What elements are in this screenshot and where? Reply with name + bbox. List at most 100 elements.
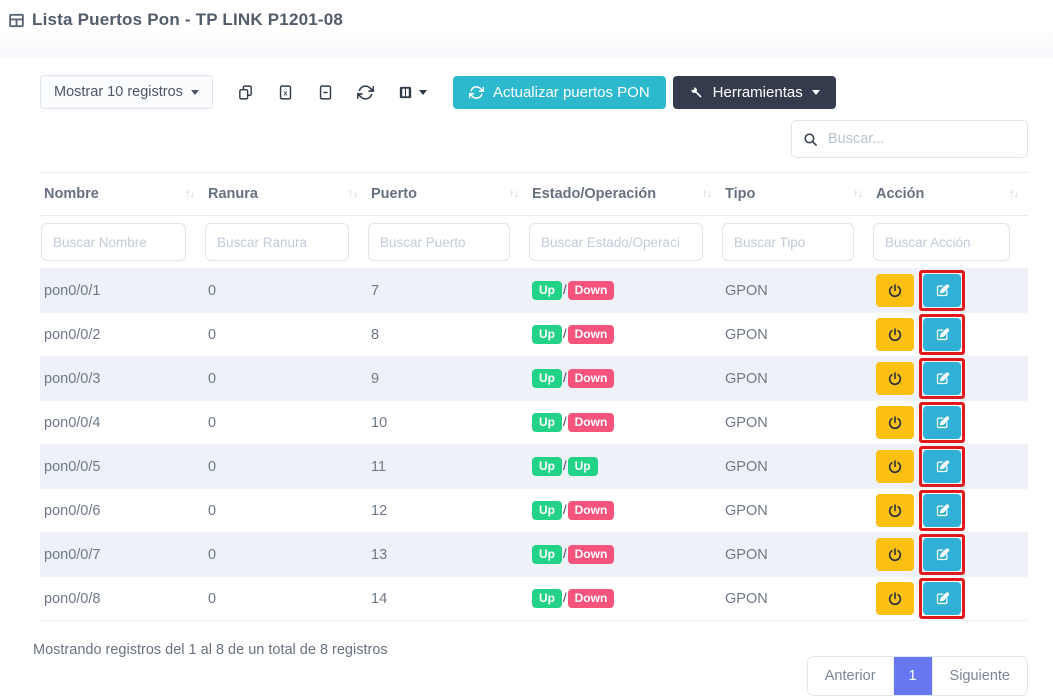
power-icon — [888, 503, 902, 517]
edit-icon — [936, 548, 949, 561]
power-button[interactable] — [876, 582, 914, 615]
edit-button[interactable] — [923, 450, 961, 483]
filter-nombre-input[interactable] — [41, 223, 186, 261]
state-separator: / — [563, 458, 567, 473]
columns-icon — [399, 86, 412, 98]
column-header-accion[interactable]: Acción ↑↓ — [872, 172, 1028, 216]
column-header-nombre[interactable]: Nombre ↑↓ — [40, 172, 204, 216]
cell-tipo: GPON — [725, 370, 768, 387]
admin-state-badge: Up — [532, 457, 562, 476]
edit-button[interactable] — [923, 538, 961, 571]
cell-tipo: GPON — [725, 282, 768, 299]
cell-nombre: pon0/0/6 — [44, 502, 101, 519]
cell-nombre: pon0/0/5 — [44, 458, 101, 475]
cell-tipo: GPON — [725, 458, 768, 475]
column-header-estado[interactable]: Estado/Operación ↑↓ — [528, 172, 721, 216]
power-icon — [888, 459, 902, 473]
filter-tipo-input[interactable] — [722, 223, 854, 261]
copy-button[interactable] — [237, 84, 254, 101]
column-header-ranura[interactable]: Ranura ↑↓ — [204, 172, 367, 216]
edit-button[interactable] — [923, 274, 961, 307]
state-separator: / — [563, 282, 567, 297]
column-header-tipo[interactable]: Tipo ↑↓ — [721, 172, 872, 216]
cell-estado: Up / Down — [528, 577, 721, 621]
power-icon — [888, 327, 902, 341]
pagination-previous-button[interactable]: Anterior — [807, 657, 894, 695]
table-row: pon0/0/3 0 9 Up / Down GPON — [40, 356, 1028, 401]
sort-icon: ↑↓ — [509, 188, 519, 200]
edit-button[interactable] — [923, 494, 961, 527]
edit-button[interactable] — [923, 406, 961, 439]
sort-icon: ↑↓ — [1009, 188, 1019, 200]
pagination: Anterior 1 Siguiente — [806, 656, 1028, 696]
column-visibility-button[interactable] — [397, 84, 427, 101]
power-button[interactable] — [876, 450, 914, 483]
column-header-puerto[interactable]: Puerto ↑↓ — [367, 172, 528, 216]
state-separator: / — [563, 590, 567, 605]
oper-state-badge: Down — [567, 589, 615, 608]
search-input[interactable] — [828, 131, 1017, 147]
pon-ports-table: Nombre ↑↓ Ranura ↑↓ Puerto ↑↓ Estado/Operac… — [40, 172, 1028, 621]
power-button[interactable] — [876, 406, 914, 439]
export-icon-group: x — [237, 84, 427, 101]
cell-puerto: 12 — [371, 502, 388, 519]
edit-button[interactable] — [923, 318, 961, 351]
admin-state-badge: Up — [532, 281, 562, 300]
update-pon-ports-button[interactable]: Actualizar puertos PON — [452, 75, 666, 109]
reload-table-button[interactable] — [356, 84, 374, 101]
power-button[interactable] — [876, 318, 914, 351]
filter-estado-input[interactable] — [529, 223, 703, 261]
oper-state-badge: Down — [567, 501, 615, 520]
filter-accion-input[interactable] — [873, 223, 1010, 261]
edit-button[interactable] — [923, 362, 961, 395]
page-title: Lista Puertos Pon - TP LINK P1201-08 — [32, 10, 344, 29]
cell-accion — [872, 269, 1028, 313]
state-separator: / — [563, 326, 567, 341]
cell-ranura: 0 — [208, 370, 217, 387]
cell-puerto: 10 — [371, 414, 388, 431]
filter-puerto-input[interactable] — [368, 223, 510, 261]
chevron-down-icon — [811, 89, 820, 95]
power-icon — [888, 371, 902, 385]
cell-ranura: 0 — [208, 282, 217, 299]
edit-icon — [936, 284, 949, 297]
cell-ranura: 0 — [208, 590, 217, 607]
oper-state-badge: Down — [567, 281, 615, 300]
admin-state-badge: Up — [532, 501, 562, 520]
oper-state-badge: Down — [567, 545, 615, 564]
power-icon — [888, 591, 902, 605]
copy-icon — [239, 84, 252, 100]
power-icon — [888, 547, 902, 561]
cell-nombre: pon0/0/2 — [44, 326, 101, 343]
length-menu-button[interactable]: Mostrar 10 registros — [40, 75, 213, 109]
cell-ranura: 0 — [208, 458, 217, 475]
filter-ranura-input[interactable] — [205, 223, 349, 261]
cell-tipo: GPON — [725, 326, 768, 343]
table-row: pon0/0/1 0 7 Up / Down GPON — [40, 268, 1028, 313]
edit-button[interactable] — [923, 582, 961, 615]
power-icon — [888, 415, 902, 429]
power-button[interactable] — [876, 538, 914, 571]
power-button[interactable] — [876, 274, 914, 307]
cell-ranura: 0 — [208, 414, 217, 431]
edit-highlight-annotation — [919, 358, 965, 399]
table-row: pon0/0/7 0 13 Up / Down GPON — [40, 532, 1028, 577]
cell-accion — [872, 445, 1028, 489]
admin-state-badge: Up — [532, 413, 562, 432]
file-export-button[interactable] — [317, 84, 334, 101]
cell-estado: Up / Down — [528, 401, 721, 445]
excel-export-button[interactable]: x — [277, 84, 294, 101]
table-row: pon0/0/8 0 14 Up / Down GPON — [40, 577, 1028, 621]
state-separator: / — [563, 414, 567, 429]
tools-dropdown-button[interactable]: Herramientas — [672, 75, 836, 109]
pagination-page-1-button[interactable]: 1 — [893, 657, 932, 695]
admin-state-badge: Up — [532, 369, 562, 388]
refresh-icon — [468, 85, 484, 99]
sort-icon: ↑↓ — [348, 188, 358, 200]
cell-puerto: 9 — [371, 370, 380, 387]
power-button[interactable] — [876, 362, 914, 395]
edit-highlight-annotation — [919, 314, 965, 355]
pagination-next-button[interactable]: Siguiente — [931, 657, 1027, 695]
edit-highlight-annotation — [919, 578, 965, 619]
power-button[interactable] — [876, 494, 914, 527]
